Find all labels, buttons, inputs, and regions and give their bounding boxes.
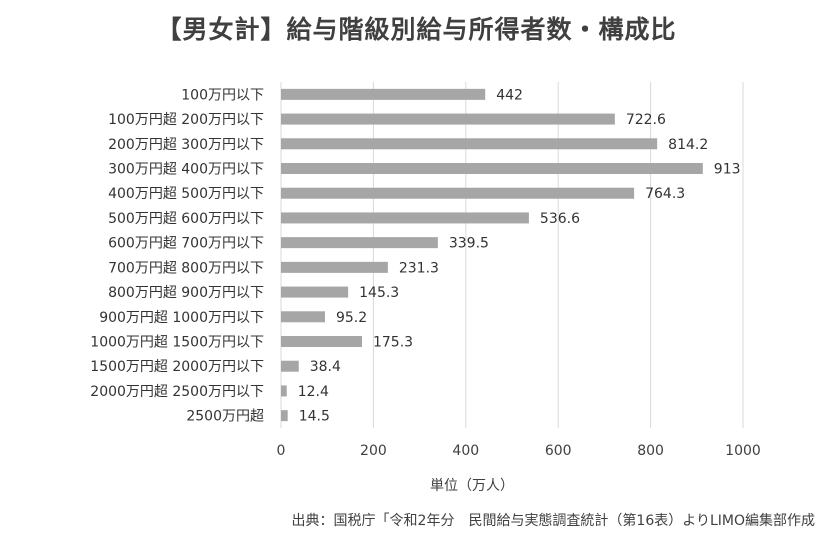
category-label: 900万円超 1000万円以下	[99, 310, 264, 326]
data-label: 95.2	[336, 310, 367, 326]
category-label: 400万円超 500万円以下	[108, 186, 264, 202]
category-label: 800万円超 900万円以下	[108, 285, 264, 301]
data-label: 536.6	[540, 211, 580, 227]
category-label: 100万円以下	[181, 87, 264, 103]
data-label: 145.3	[359, 285, 399, 301]
category-label: 200万円超 300万円以下	[108, 137, 264, 153]
bar	[281, 237, 438, 249]
bar	[281, 163, 703, 174]
data-label: 913	[714, 162, 741, 178]
data-label: 231.3	[399, 260, 439, 276]
category-label: 700万円超 800万円以下	[108, 260, 264, 276]
category-label: 1000万円超 1500万円以下	[90, 335, 264, 351]
x-tick-label: 600	[545, 443, 572, 459]
bar	[281, 360, 299, 372]
data-label: 339.5	[449, 236, 489, 252]
category-label: 2000万円超 2500万円以下	[90, 384, 264, 400]
data-label: 764.3	[645, 186, 685, 202]
bar	[281, 385, 287, 397]
bar	[281, 286, 349, 298]
category-label: 100万円超 200万円以下	[108, 112, 264, 128]
data-label: 814.2	[668, 137, 708, 153]
category-label: 600万円超 700万円以下	[108, 236, 264, 252]
data-label: 442	[496, 87, 523, 103]
data-label: 175.3	[373, 335, 413, 351]
category-label: 300万円超 400万円以下	[108, 162, 264, 178]
data-label: 38.4	[310, 359, 341, 375]
data-label: 12.4	[298, 384, 329, 400]
category-label: 1500万円超 2000万円以下	[90, 359, 264, 375]
category-label: 500万円超 600万円以下	[108, 211, 264, 227]
x-tick-label: 400	[452, 443, 479, 459]
bar	[281, 138, 658, 150]
category-label: 2500万円超	[186, 409, 264, 425]
bar	[281, 113, 615, 125]
bar	[281, 212, 529, 224]
x-tick-label: 1000	[725, 443, 761, 459]
bar	[281, 336, 362, 347]
chart-title: 【男女計】給与階級別給与所得者数・構成比	[156, 15, 677, 44]
data-label: 14.5	[299, 409, 330, 425]
bar	[281, 88, 486, 100]
bar	[281, 311, 325, 323]
x-axis-label: 単位（万人）	[430, 478, 514, 494]
source-note: 出典：国税庁「令和2年分 民間給与実態調査統計（第16表）よりLIMO編集部作成	[291, 513, 815, 529]
x-tick-label: 800	[637, 443, 664, 459]
bar	[281, 261, 388, 273]
x-tick-label: 200	[360, 443, 387, 459]
bar	[281, 410, 288, 422]
x-tick-label: 0	[277, 443, 286, 459]
bar	[281, 187, 635, 199]
data-label: 722.6	[626, 112, 666, 128]
